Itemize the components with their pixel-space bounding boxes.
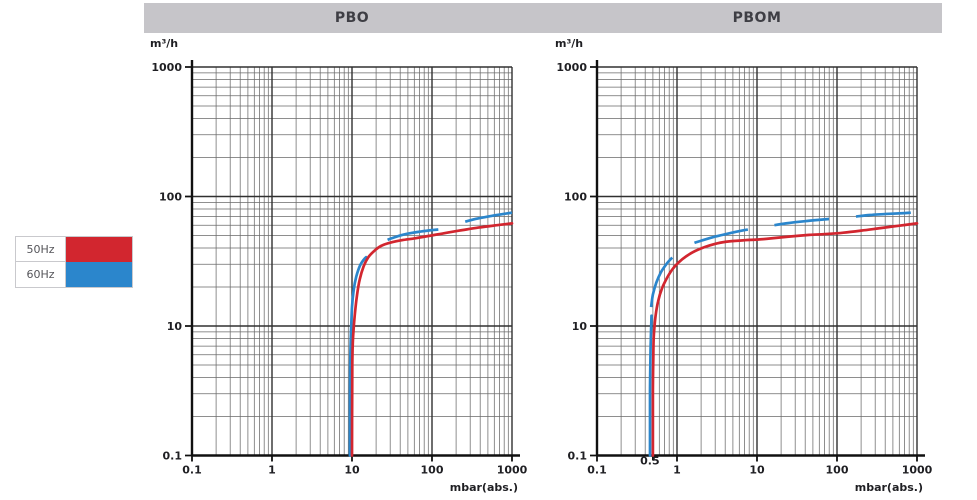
y-tick-label: 100 [564, 191, 587, 204]
y-tick-label: 1000 [151, 61, 182, 74]
y-unit-label: m³/h [555, 37, 583, 50]
chart-title-bar: PBO PBOM [144, 3, 942, 33]
x-tick-label: 1000 [497, 464, 528, 477]
curve-50hz [651, 222, 919, 457]
legend-swatch-50hz-red [66, 237, 132, 262]
tick-marks [590, 66, 918, 462]
legend-swatch-60hz-blue [66, 262, 132, 287]
chart-title-pbom: PBOM [732, 10, 782, 26]
y-tick-label: 100 [159, 191, 182, 204]
curve-50hz [350, 222, 514, 457]
y-unit-label: m³/h [150, 37, 178, 50]
y-tick-label: 10 [167, 320, 183, 333]
x-tick-label: 1 [268, 464, 276, 477]
x-tick-label: 10 [749, 464, 765, 477]
x-tick-label: 100 [421, 464, 444, 477]
y-tick-label: 0.1 [568, 450, 588, 463]
x-tick-label: 0.1 [587, 464, 607, 477]
x-tick-label-0-5: 0.5 [640, 455, 660, 468]
x-tick-label: 100 [826, 464, 849, 477]
y-tick-label: 1000 [556, 61, 587, 74]
curve-60hz-solid [348, 255, 368, 457]
y-tick-label: 0.1 [163, 450, 183, 463]
x-tick-label: 1 [673, 464, 681, 477]
legend-label-60hz: 60Hz [16, 262, 66, 287]
legend: 50Hz 60Hz [15, 236, 133, 288]
curves [648, 210, 919, 457]
tick-marks [185, 66, 513, 462]
axis-labels: 1000 100 10 0.10.1 1 10 100 1000 m³/h mbar(abs.) [150, 37, 528, 494]
axis-lines [190, 60, 520, 457]
curve-60hz-dashed [365, 211, 513, 259]
curve-60hz-dashed [649, 210, 918, 308]
curves [348, 211, 514, 457]
chart-title-pbo: PBO [334, 10, 370, 26]
x-unit-label: mbar(abs.) [450, 481, 518, 494]
y-tick-label: 10 [572, 320, 588, 333]
chart-pbom: 1000 100 10 0.10.1 1 10 100 1000 0.5 m³/h mbar(abs… [555, 37, 933, 494]
chart-pbo: 1000 100 10 0.10.1 1 10 100 1000 m³/h mbar(abs.) [150, 37, 528, 494]
x-tick-label: 1000 [902, 464, 933, 477]
axis-lines [595, 60, 925, 457]
curve-60hz-solid [648, 314, 653, 457]
x-tick-label: 10 [344, 464, 360, 477]
legend-label-50hz: 50Hz [16, 237, 66, 262]
axis-labels: 1000 100 10 0.10.1 1 10 100 1000 0.5 m³/h mbar(abs… [555, 37, 933, 494]
x-tick-label: 0.1 [182, 464, 202, 477]
x-unit-label: mbar(abs.) [855, 481, 923, 494]
